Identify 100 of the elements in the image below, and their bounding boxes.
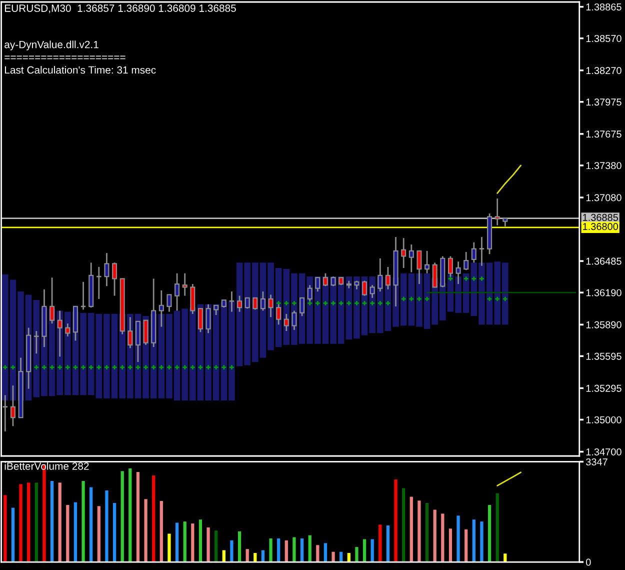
y-tick-label: 1.35595	[586, 352, 622, 360]
bar	[488, 505, 492, 562]
bar	[74, 502, 78, 562]
bar	[410, 496, 413, 562]
candlestick	[315, 276, 320, 292]
bar	[230, 540, 234, 562]
bar	[370, 539, 374, 562]
bar	[292, 537, 296, 562]
candlestick	[401, 237, 406, 269]
bar	[128, 468, 132, 562]
y-tick-label: 1.34700	[586, 448, 622, 456]
bar	[136, 472, 140, 562]
candlestick	[198, 308, 203, 333]
candlestick	[166, 294, 172, 312]
bar	[246, 549, 249, 562]
candlestick	[228, 290, 235, 312]
candlestick	[330, 276, 336, 287]
y-tick-label: 1.35890	[586, 321, 622, 328]
bar	[34, 482, 38, 562]
bar	[152, 476, 156, 562]
bar	[355, 547, 358, 562]
bar	[332, 552, 335, 562]
bar	[324, 543, 328, 562]
ref-line-label: 1.36800	[583, 223, 618, 230]
bar	[50, 481, 54, 562]
candlestick	[494, 198, 500, 226]
bar	[11, 508, 15, 562]
candlestick	[237, 295, 242, 312]
annotation: ====================	[4, 56, 126, 60]
bar	[144, 499, 148, 562]
candlestick	[300, 297, 305, 317]
candlestick	[408, 244, 414, 273]
bar	[97, 506, 100, 562]
line-series	[496, 164, 522, 194]
y-tick-label: 3347	[586, 458, 608, 466]
bar	[394, 479, 398, 562]
ref-line-label: 1.36885	[583, 214, 618, 221]
bar	[496, 493, 499, 562]
bar	[183, 522, 186, 562]
bar	[206, 527, 210, 562]
bar	[175, 522, 179, 562]
bar	[191, 523, 194, 562]
bar	[214, 530, 218, 562]
bar	[90, 487, 93, 562]
y-tick-label: 1.35000	[586, 416, 622, 424]
bar	[160, 501, 163, 562]
bar	[504, 554, 507, 562]
bar	[448, 528, 452, 562]
bar	[347, 552, 350, 562]
line-series	[496, 472, 522, 486]
y-tick-label: 1.38570	[586, 34, 622, 42]
candlestick	[292, 310, 297, 331]
candlestick	[370, 284, 375, 299]
bar	[58, 482, 62, 562]
chart-title: EURUSD,M30 1.36857 1.36890 1.36809 1.36885	[4, 4, 236, 14]
bar	[105, 490, 108, 562]
bar	[19, 484, 22, 562]
candlestick	[284, 313, 289, 332]
bar	[120, 471, 124, 562]
y-tick-label: 0	[586, 558, 591, 566]
bar	[222, 550, 226, 562]
candlestick	[2, 394, 8, 432]
bar	[254, 552, 257, 562]
bar	[316, 545, 320, 562]
candlestick	[112, 262, 118, 296]
candlestick	[104, 252, 110, 287]
candlestick	[244, 297, 250, 310]
candlestick	[206, 304, 211, 334]
bar	[66, 505, 70, 562]
bar	[300, 538, 304, 562]
bar	[82, 481, 85, 562]
y-tick-label: 1.36190	[586, 289, 622, 296]
bar	[261, 550, 265, 562]
bar	[425, 503, 429, 562]
bar	[308, 535, 312, 562]
bar	[418, 500, 421, 562]
bar	[284, 540, 288, 562]
candlestick	[182, 272, 188, 296]
bar	[4, 495, 7, 562]
bar	[378, 524, 382, 562]
bar	[238, 531, 242, 562]
candlestick	[252, 297, 258, 310]
candlestick	[143, 320, 148, 346]
candlestick	[268, 294, 274, 318]
candlestick	[322, 272, 328, 287]
annotation: Last Calculation's Time: 31 msec	[4, 66, 156, 74]
y-tick-label: 1.38865	[586, 3, 622, 11]
bar	[433, 510, 436, 562]
annotation: ay-DynValue.dll.v2.1	[4, 40, 98, 50]
candlestick	[362, 280, 368, 296]
y-tick-label: 1.37380	[586, 162, 622, 170]
bar	[441, 514, 444, 562]
bar	[168, 534, 171, 562]
candlestick	[260, 290, 266, 312]
chart-title: iBetterVolume 282	[4, 462, 89, 470]
candlestick	[65, 322, 70, 338]
bar	[402, 488, 406, 562]
y-tick-label: 1.38270	[586, 67, 622, 74]
bar	[480, 522, 484, 562]
bar	[277, 538, 280, 562]
